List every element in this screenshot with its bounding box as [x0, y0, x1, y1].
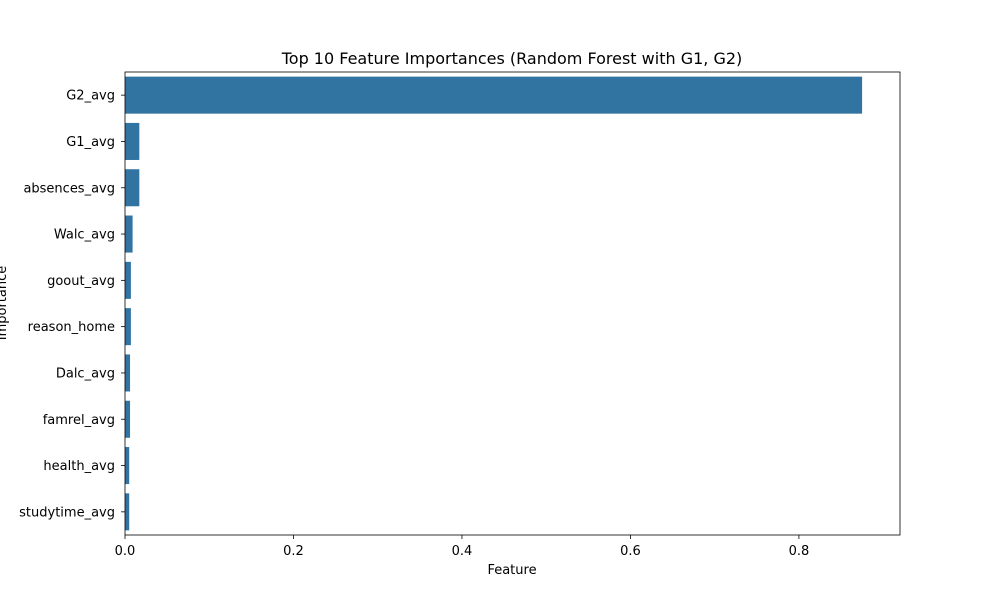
- bar-health_avg: [125, 447, 130, 485]
- y-axis-label: Importance: [0, 266, 10, 341]
- y-tick-label: G1_avg: [66, 135, 115, 150]
- bar-reason_home: [125, 308, 131, 346]
- x-tick-label: 0.8: [789, 544, 810, 559]
- bar-famrel_avg: [125, 400, 131, 438]
- bar-Dalc_avg: [125, 354, 131, 392]
- y-tick-label: famrel_avg: [43, 413, 115, 428]
- y-tick-label: health_avg: [43, 459, 115, 474]
- y-axis-ticks: G2_avg G1_avg absences_avg Walc_avg goout_av…: [19, 89, 125, 520]
- bar-G1_avg: [125, 122, 140, 160]
- x-tick-label: 0.4: [452, 544, 473, 559]
- x-tick-label: 0.0: [115, 544, 136, 559]
- bar-absences_avg: [125, 169, 140, 207]
- y-tick-label: studytime_avg: [19, 505, 115, 520]
- y-tick-label: Dalc_avg: [56, 366, 115, 381]
- plot-frame: [124, 71, 901, 536]
- x-tick-label: 0.6: [620, 544, 641, 559]
- bar-Walc_avg: [125, 215, 133, 253]
- y-tick-label: G2_avg: [66, 89, 115, 104]
- y-tick-label: reason_home: [28, 320, 115, 335]
- bar-G2_avg: [125, 76, 863, 114]
- bar-studytime_avg: [125, 493, 130, 531]
- y-tick-label: goout_avg: [47, 274, 115, 289]
- y-tick-label: absences_avg: [23, 181, 115, 196]
- bar-goout_avg: [125, 261, 131, 299]
- x-axis-ticks: 0.0 0.2 0.4 0.6 0.8: [115, 535, 810, 559]
- y-tick-label: Walc_avg: [54, 228, 115, 243]
- chart-title: Top 10 Feature Importances (Random Fores…: [281, 49, 743, 68]
- bars-layer: [125, 76, 863, 531]
- x-tick-label: 0.2: [283, 544, 304, 559]
- x-axis-label: Feature: [487, 563, 536, 578]
